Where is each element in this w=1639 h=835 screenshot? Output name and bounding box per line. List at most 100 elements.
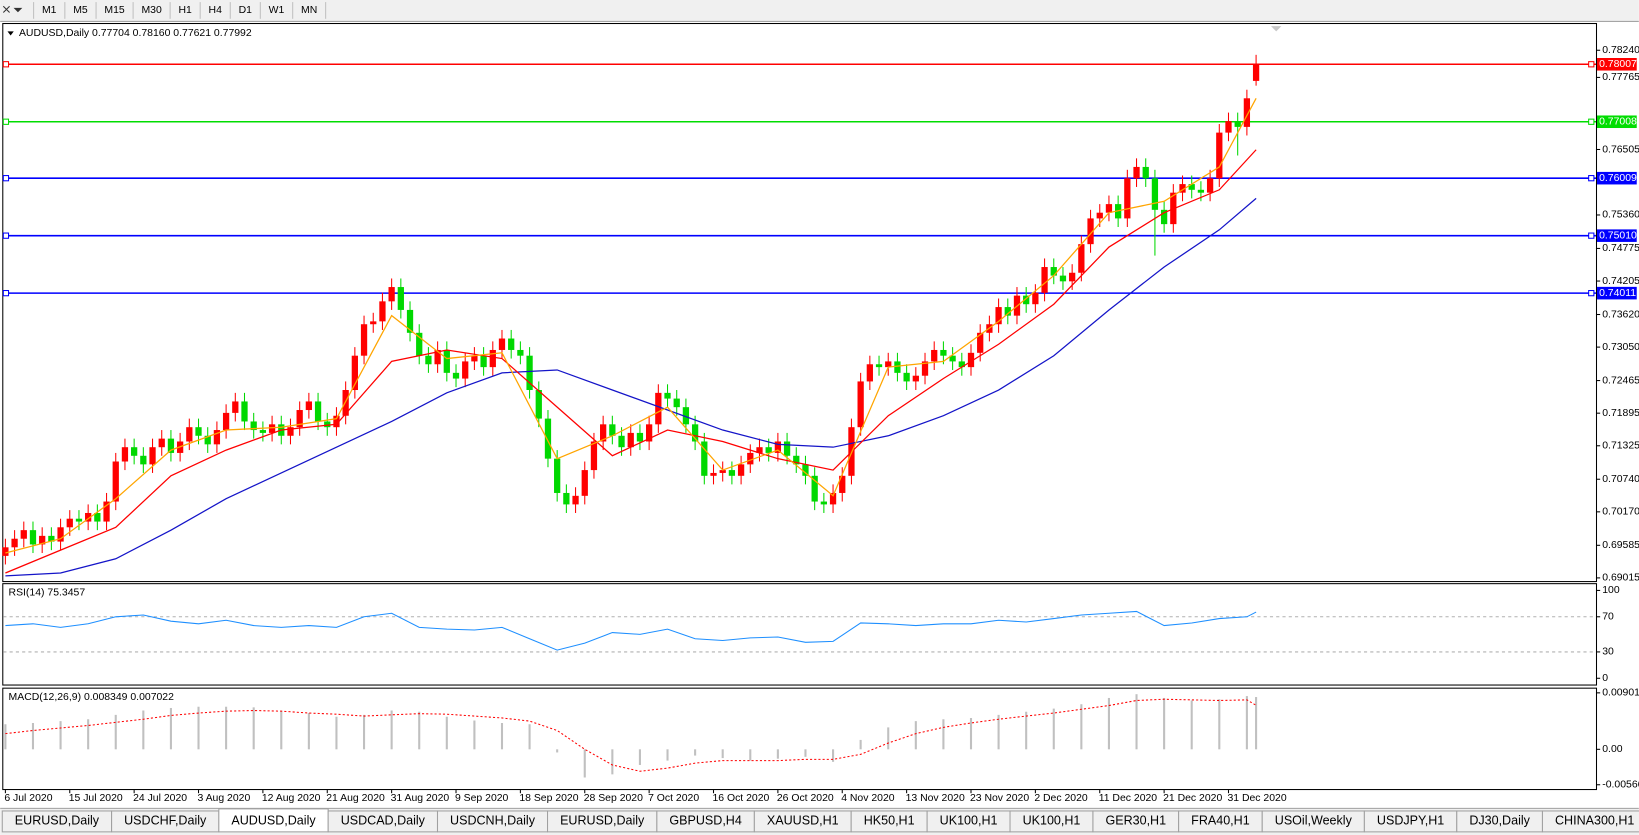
y-tick-label: 0.78240 bbox=[1602, 45, 1639, 56]
timeframe-button[interactable]: H4 bbox=[209, 5, 223, 16]
candle-body bbox=[747, 452, 754, 465]
level-price-box bbox=[1597, 229, 1637, 242]
candle-body bbox=[66, 518, 73, 528]
crosshair-icon[interactable] bbox=[2, 5, 23, 13]
chart-tab-label[interactable]: CHINA300,H1 bbox=[1555, 814, 1634, 828]
y-tick-label: 0.75360 bbox=[1602, 210, 1639, 221]
candle-body bbox=[314, 401, 322, 422]
y-tick-label: 0.71325 bbox=[1602, 441, 1639, 452]
candle-body bbox=[1004, 307, 1011, 316]
chart-tab-label[interactable]: USDCHF,Daily bbox=[124, 814, 207, 828]
timeframe-button[interactable]: M15 bbox=[104, 5, 124, 16]
y-tick-label: 100 bbox=[1602, 585, 1620, 596]
candle-body bbox=[1105, 204, 1113, 213]
y-tick-label: 0.71895 bbox=[1602, 408, 1639, 419]
macd-bar bbox=[804, 749, 807, 757]
chart-tab-label[interactable]: GBPUSD,H4 bbox=[669, 814, 741, 828]
candle-body bbox=[609, 424, 616, 436]
timeframe-button[interactable]: M5 bbox=[73, 5, 88, 16]
candle-body bbox=[452, 372, 460, 379]
macd-bar bbox=[114, 714, 117, 750]
title-triangle bbox=[7, 31, 14, 36]
chart-tab-label[interactable]: USOil,Weekly bbox=[1275, 814, 1353, 828]
timeframe-button[interactable]: H1 bbox=[178, 5, 192, 16]
level-price-box bbox=[1597, 115, 1637, 129]
x-tick-label: 28 Sep 2020 bbox=[584, 793, 643, 804]
macd-bar bbox=[363, 714, 366, 750]
chart-tab-label[interactable]: AUDUSD,Daily bbox=[231, 814, 316, 828]
chart-tab-label[interactable]: GER30,H1 bbox=[1105, 814, 1166, 828]
candle-body bbox=[204, 435, 211, 445]
macd-bar bbox=[611, 749, 614, 775]
macd-bar bbox=[87, 719, 90, 750]
candle-body bbox=[940, 349, 947, 356]
macd-bar bbox=[4, 724, 7, 750]
chart-tab-label[interactable]: EURUSD,Daily bbox=[560, 814, 645, 828]
macd-bar bbox=[914, 721, 917, 750]
timeframe-button[interactable]: MN bbox=[301, 5, 317, 16]
timeframe-button[interactable]: W1 bbox=[269, 5, 285, 16]
macd-bar bbox=[59, 721, 62, 750]
macd-bar bbox=[142, 710, 145, 750]
candle-body bbox=[508, 338, 515, 350]
chart-tab-label[interactable]: DJ30,Daily bbox=[1469, 814, 1530, 828]
chart-window bbox=[0, 21, 1639, 808]
shift-marker bbox=[1270, 26, 1282, 32]
timeframe-button[interactable]: M1 bbox=[42, 5, 57, 16]
candle-body bbox=[39, 535, 46, 545]
candle-body bbox=[544, 418, 552, 459]
candle-body bbox=[1142, 166, 1149, 179]
x-tick-label: 31 Aug 2020 bbox=[391, 793, 450, 804]
chart-tab-label[interactable]: FRA40,H1 bbox=[1191, 814, 1250, 828]
candle-body bbox=[967, 352, 975, 368]
chart-tab-label[interactable]: USDCNH,Daily bbox=[450, 814, 536, 828]
macd-bar bbox=[859, 739, 862, 750]
rsi-line bbox=[5, 610, 1257, 651]
chart-tab-label[interactable]: HK50,H1 bbox=[864, 814, 915, 828]
candle-body bbox=[655, 392, 662, 425]
level-price-label: 0.77008 bbox=[1599, 117, 1637, 128]
chart-tab-label[interactable]: USDJPY,H1 bbox=[1377, 814, 1444, 828]
macd-bar bbox=[1052, 708, 1055, 750]
macd-bar bbox=[749, 749, 752, 761]
candle-body bbox=[140, 455, 147, 465]
x-tick-label: 16 Oct 2020 bbox=[712, 793, 769, 804]
macd-bar bbox=[997, 714, 1000, 750]
x-tick-label: 6 Jul 2020 bbox=[4, 793, 52, 804]
candle-body bbox=[701, 441, 708, 476]
timeframe-button[interactable]: M30 bbox=[141, 5, 161, 16]
candle-body bbox=[333, 415, 340, 428]
chart-tab-label[interactable]: EURUSD,Daily bbox=[15, 814, 100, 828]
chart-tab[interactable] bbox=[1541, 810, 1639, 833]
timeframe-button[interactable]: D1 bbox=[239, 5, 253, 16]
candle-body bbox=[1041, 267, 1048, 293]
candle-body bbox=[489, 349, 496, 368]
candle-body bbox=[2, 547, 9, 556]
macd-bar bbox=[225, 706, 228, 750]
candle-body bbox=[434, 349, 441, 365]
y-tick-label: 70 bbox=[1602, 612, 1614, 623]
candle-body bbox=[949, 355, 956, 362]
chart-tab-label[interactable]: XAUUSD,H1 bbox=[767, 814, 839, 828]
candle-body bbox=[839, 475, 846, 493]
candle-body bbox=[94, 512, 101, 522]
chart-tab-label[interactable]: UK100,H1 bbox=[1023, 814, 1081, 828]
macd-bar bbox=[969, 718, 973, 750]
candle-body bbox=[360, 324, 368, 356]
macd-bar bbox=[1080, 704, 1083, 750]
candle-body bbox=[1243, 98, 1251, 127]
candle-body bbox=[1225, 121, 1232, 133]
candle-body bbox=[462, 361, 469, 379]
candle-body bbox=[1050, 267, 1057, 276]
candle-body bbox=[443, 349, 450, 373]
chart-tab-label[interactable]: UK100,H1 bbox=[940, 814, 998, 828]
macd-bar bbox=[721, 749, 724, 759]
candle-body bbox=[931, 349, 938, 362]
macd-bar bbox=[31, 723, 35, 750]
candle-body bbox=[563, 492, 570, 505]
level-handle bbox=[1588, 61, 1595, 68]
chart-tab-label[interactable]: USDCAD,Daily bbox=[341, 814, 426, 828]
level-handle bbox=[1588, 290, 1595, 297]
candle-body bbox=[774, 441, 782, 453]
candle-body bbox=[268, 424, 276, 433]
